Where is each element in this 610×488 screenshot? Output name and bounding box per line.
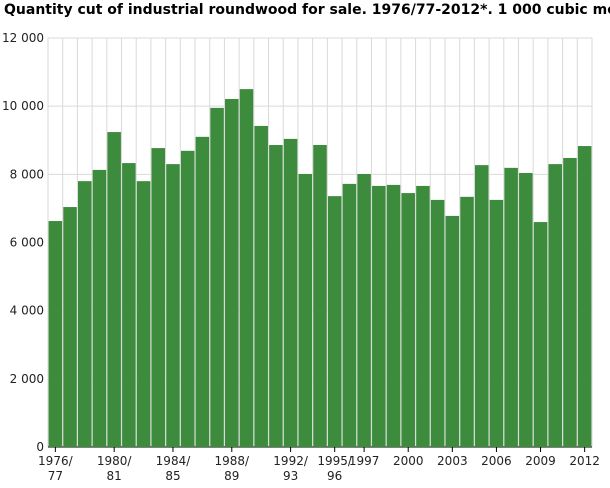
x-tick-label-line: 77 bbox=[48, 469, 63, 483]
y-tick-label: 8 000 bbox=[10, 167, 44, 181]
bar bbox=[460, 196, 474, 447]
bar bbox=[519, 172, 533, 447]
bar bbox=[430, 199, 445, 447]
bar bbox=[63, 207, 77, 447]
x-tick-label: 2003 bbox=[437, 454, 468, 468]
y-tick-label: 0 bbox=[36, 440, 44, 454]
bar bbox=[474, 165, 489, 447]
bar bbox=[48, 221, 63, 447]
y-tick-label: 10 000 bbox=[2, 99, 44, 113]
bar bbox=[122, 163, 136, 448]
y-tick-label: 12 000 bbox=[2, 31, 44, 45]
bar bbox=[239, 89, 254, 447]
bar bbox=[283, 138, 298, 448]
bar bbox=[504, 167, 518, 448]
bar bbox=[313, 145, 327, 447]
x-tick-label: 2000 bbox=[393, 454, 424, 468]
bar bbox=[533, 222, 548, 447]
x-tick-label: 2012 bbox=[569, 454, 600, 468]
x-tick-label: 2006 bbox=[481, 454, 512, 468]
bar bbox=[92, 169, 107, 447]
x-tick-label: 1992/93 bbox=[273, 454, 309, 483]
bar bbox=[416, 185, 430, 447]
x-tick-label: 1997 bbox=[349, 454, 380, 468]
chart-title: Quantity cut of industrial roundwood for… bbox=[4, 2, 610, 18]
bar bbox=[372, 185, 386, 447]
bar bbox=[77, 181, 92, 447]
x-tick-label: 1984/85 bbox=[156, 454, 192, 483]
bar bbox=[254, 125, 268, 447]
x-tick-label-line: 93 bbox=[283, 469, 298, 483]
bar bbox=[269, 145, 283, 447]
bar bbox=[136, 181, 151, 447]
x-tick-label: 1995/96 bbox=[317, 454, 353, 483]
x-tick-label-line: 1984/ bbox=[156, 454, 192, 468]
bar bbox=[151, 148, 166, 447]
bar bbox=[577, 146, 592, 447]
x-tick-label: 1988/89 bbox=[214, 454, 250, 483]
bar bbox=[548, 164, 563, 447]
bar bbox=[327, 196, 342, 447]
x-tick-label-line: 1988/ bbox=[214, 454, 250, 468]
x-tick-label-line: 96 bbox=[327, 469, 342, 483]
bar bbox=[180, 150, 195, 447]
bar bbox=[563, 157, 577, 447]
x-tick-label-line: 1992/ bbox=[273, 454, 309, 468]
bar bbox=[357, 173, 371, 447]
x-tick-label-line: 81 bbox=[107, 469, 122, 483]
x-tick-label-line: 85 bbox=[165, 469, 180, 483]
bar bbox=[401, 193, 415, 447]
x-tick-label: 2009 bbox=[525, 454, 556, 468]
y-tick-label: 6 000 bbox=[10, 236, 44, 250]
x-tick-label-line: 89 bbox=[224, 469, 239, 483]
x-tick-label: 1976/77 bbox=[38, 454, 74, 483]
x-tick-label-line: 1980/ bbox=[97, 454, 133, 468]
x-tick-label: 1980/81 bbox=[97, 454, 133, 483]
x-tick-label-line: 1995/ bbox=[317, 454, 353, 468]
bar bbox=[342, 183, 357, 448]
bar bbox=[210, 107, 224, 447]
x-tick-label-line: 1976/ bbox=[38, 454, 74, 468]
y-tick-label: 2 000 bbox=[10, 372, 44, 386]
bar bbox=[107, 132, 121, 447]
bar bbox=[489, 199, 504, 447]
bar bbox=[445, 215, 460, 447]
bar bbox=[386, 184, 401, 447]
bar bbox=[298, 173, 313, 447]
y-tick-label: 4 000 bbox=[10, 304, 44, 318]
bar bbox=[195, 136, 210, 447]
bar bbox=[166, 164, 180, 447]
bar bbox=[225, 99, 239, 448]
